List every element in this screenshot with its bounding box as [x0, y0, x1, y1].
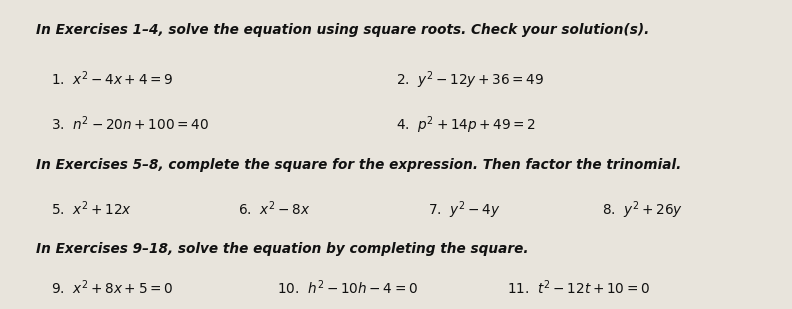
Text: 8.  $y^2+26y$: 8. $y^2+26y$ — [602, 199, 683, 221]
Text: In Exercises 5–8, complete the square for the expression. Then factor the trinom: In Exercises 5–8, complete the square fo… — [36, 158, 681, 171]
Text: 3.  $n^2-20n+100=40$: 3. $n^2-20n+100=40$ — [51, 114, 209, 133]
Text: 9.  $x^2+8x+5=0$: 9. $x^2+8x+5=0$ — [51, 279, 173, 297]
Text: 4.  $p^2+14p+49=2$: 4. $p^2+14p+49=2$ — [396, 114, 536, 136]
Text: 2.  $y^2-12y+36=49$: 2. $y^2-12y+36=49$ — [396, 70, 544, 91]
Text: 6.  $x^2-8x$: 6. $x^2-8x$ — [238, 199, 310, 218]
Text: In Exercises 1–4, solve the equation using square roots. Check your solution(s).: In Exercises 1–4, solve the equation usi… — [36, 23, 649, 37]
Text: 11.  $t^2-12t+10=0$: 11. $t^2-12t+10=0$ — [507, 279, 650, 297]
Text: In Exercises 9–18, solve the equation by completing the square.: In Exercises 9–18, solve the equation by… — [36, 242, 528, 256]
Text: 10.  $h^2-10h-4=0$: 10. $h^2-10h-4=0$ — [277, 279, 418, 297]
Text: 5.  $x^2+12x$: 5. $x^2+12x$ — [51, 199, 132, 218]
Text: 7.  $y^2-4y$: 7. $y^2-4y$ — [428, 199, 500, 221]
Text: 1.  $x^2-4x+4=9$: 1. $x^2-4x+4=9$ — [51, 70, 173, 88]
